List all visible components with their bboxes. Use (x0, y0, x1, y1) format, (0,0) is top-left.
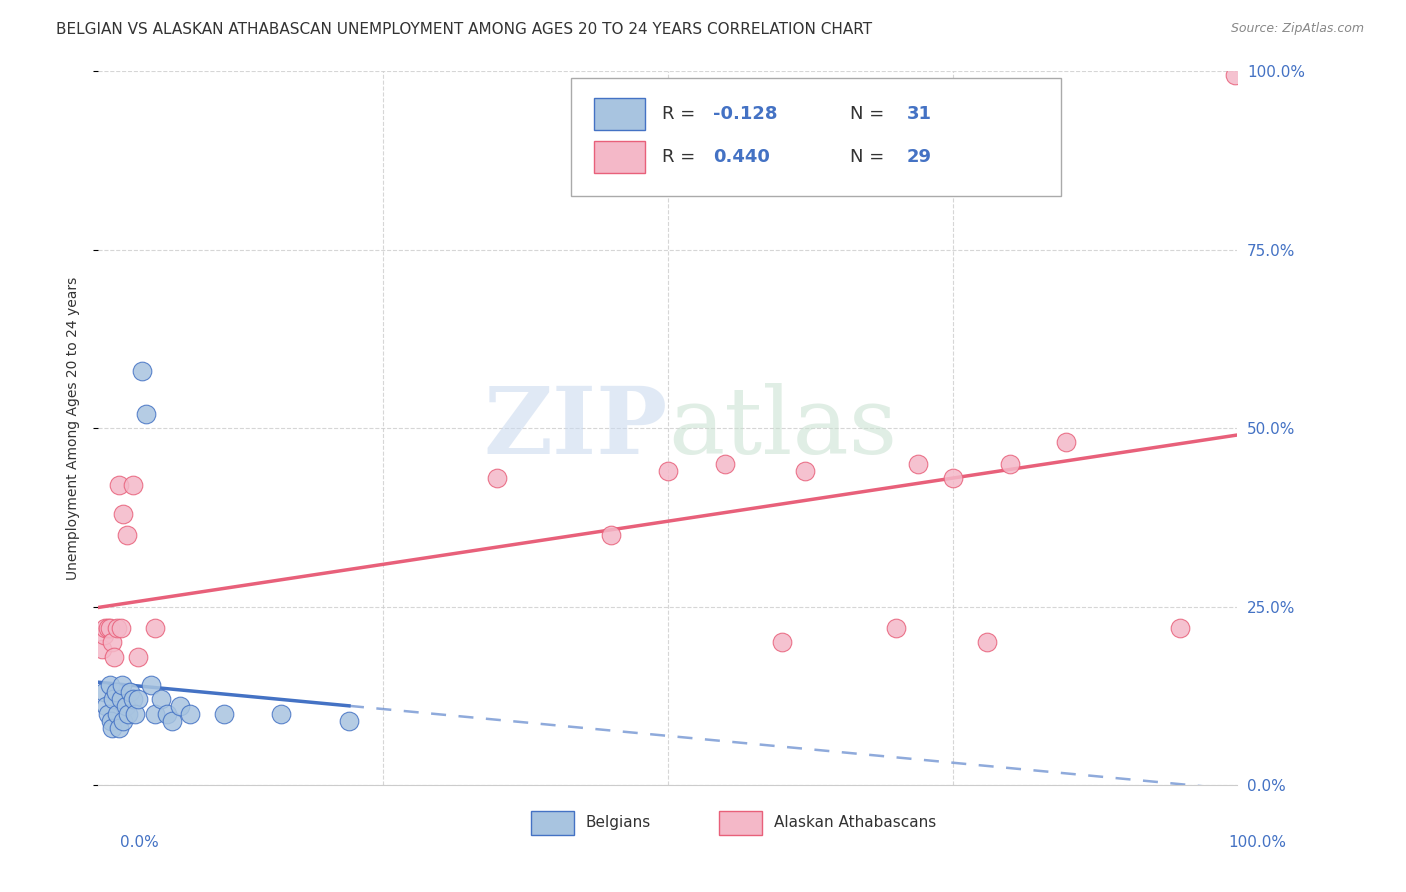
Point (100, 714, 122, 728)
Point (1223, 68, 1246, 82)
FancyBboxPatch shape (718, 811, 762, 835)
Point (112, 507, 135, 521)
Text: ZIP: ZIP (484, 384, 668, 473)
Point (96, 706, 118, 721)
Text: Belgians: Belgians (586, 814, 651, 830)
Point (93, 628, 115, 642)
Text: R =: R = (662, 148, 702, 166)
Point (145, 621, 167, 635)
Point (120, 685, 142, 699)
Point (793, 464, 815, 478)
Text: R =: R = (662, 105, 702, 123)
Text: N =: N = (851, 148, 890, 166)
Point (101, 635, 124, 649)
Text: atlas: atlas (668, 384, 897, 473)
Point (111, 678, 134, 692)
Point (600, 528, 623, 542)
Point (486, 471, 509, 485)
Text: N =: N = (851, 105, 890, 123)
Point (112, 714, 135, 728)
Point (1054, 435, 1078, 450)
Point (162, 714, 184, 728)
Point (657, 464, 679, 478)
Point (150, 692, 173, 706)
Point (96, 621, 118, 635)
Point (169, 699, 191, 714)
Point (104, 685, 127, 699)
FancyBboxPatch shape (593, 98, 645, 130)
Point (1170, 621, 1192, 635)
Point (135, 407, 157, 421)
Point (998, 457, 1021, 471)
Point (121, 478, 143, 492)
Point (907, 457, 929, 471)
Point (156, 706, 179, 721)
Point (212, 706, 235, 721)
Text: 31: 31 (907, 105, 932, 123)
Point (105, 621, 128, 635)
Point (139, 678, 162, 692)
FancyBboxPatch shape (571, 78, 1060, 196)
Point (770, 635, 793, 649)
Point (93, 685, 115, 699)
Text: 100.0%: 100.0% (1229, 836, 1286, 850)
Point (105, 706, 128, 721)
Point (127, 692, 149, 706)
Point (108, 478, 131, 492)
Point (98, 678, 121, 692)
Point (96, 699, 118, 714)
Point (115, 528, 138, 542)
Point (270, 706, 292, 721)
Point (127, 649, 149, 664)
Point (108, 721, 131, 735)
Point (121, 692, 143, 706)
Point (145, 706, 167, 721)
Point (976, 635, 998, 649)
Text: Source: ZipAtlas.com: Source: ZipAtlas.com (1230, 22, 1364, 36)
Point (103, 649, 125, 664)
Point (98, 621, 121, 635)
Text: 0.440: 0.440 (713, 148, 770, 166)
Text: -0.128: -0.128 (713, 105, 778, 123)
Point (114, 699, 136, 714)
Point (131, 364, 153, 378)
Y-axis label: Unemployment Among Ages 20 to 24 years: Unemployment Among Ages 20 to 24 years (66, 277, 80, 580)
Text: 29: 29 (907, 148, 932, 166)
Point (179, 706, 201, 721)
Point (94, 621, 117, 635)
Point (714, 457, 737, 471)
Text: 0.0%: 0.0% (120, 836, 159, 850)
FancyBboxPatch shape (531, 811, 575, 835)
Point (90, 642, 112, 657)
Point (884, 621, 907, 635)
Point (117, 706, 139, 721)
Point (101, 721, 124, 735)
Text: BELGIAN VS ALASKAN ATHABASCAN UNEMPLOYMENT AMONG AGES 20 TO 24 YEARS CORRELATION: BELGIAN VS ALASKAN ATHABASCAN UNEMPLOYME… (56, 22, 872, 37)
Point (942, 471, 965, 485)
Point (124, 706, 146, 721)
Point (337, 714, 360, 728)
Point (103, 692, 125, 706)
Point (110, 692, 132, 706)
Point (110, 621, 132, 635)
FancyBboxPatch shape (593, 141, 645, 173)
Text: Alaskan Athabascans: Alaskan Athabascans (773, 814, 936, 830)
